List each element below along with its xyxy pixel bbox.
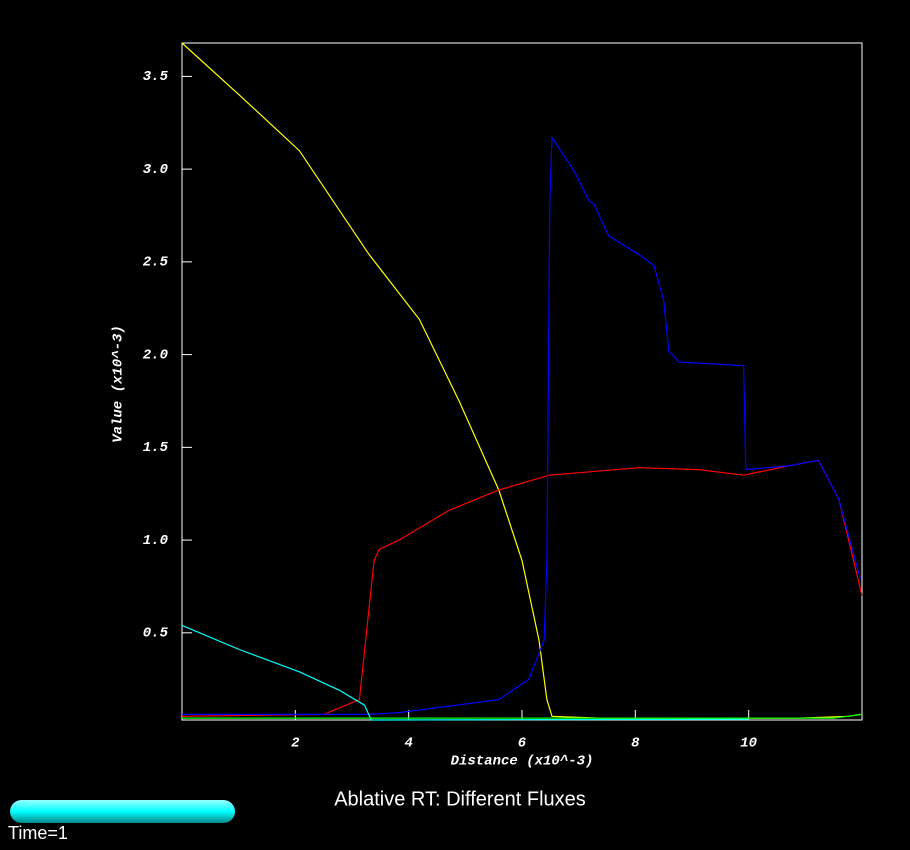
y-axis-label: Value (x10^-3) <box>111 325 127 443</box>
time-label: Time=1 <box>8 823 68 843</box>
y-tick-label: 2.0 <box>143 347 168 363</box>
series-line <box>181 624 749 721</box>
chart-title: Ablative RT: Different Fluxes <box>334 788 586 810</box>
y-tick-label: 1.5 <box>143 440 169 456</box>
series-line <box>182 713 863 719</box>
y-tick-label: 3.0 <box>143 162 168 178</box>
y-tick-label: 2.5 <box>143 255 169 271</box>
plot-frame <box>181 42 863 721</box>
series-line <box>181 42 861 719</box>
x-tick-label: 8 <box>631 736 640 752</box>
x-axis-label: Distance (x10^-3) <box>451 754 594 770</box>
x-tick-label: 2 <box>291 736 300 752</box>
time-slider[interactable] <box>10 800 235 823</box>
y-tick-label: 0.5 <box>143 626 169 642</box>
x-tick-label: 10 <box>740 736 757 752</box>
x-tick-label: 6 <box>518 736 527 752</box>
series-line <box>181 459 863 717</box>
x-tick-label: 4 <box>404 736 412 752</box>
series-line <box>182 135 861 715</box>
y-tick-label: 3.5 <box>143 69 169 85</box>
y-tick-label: 1.0 <box>143 533 168 549</box>
